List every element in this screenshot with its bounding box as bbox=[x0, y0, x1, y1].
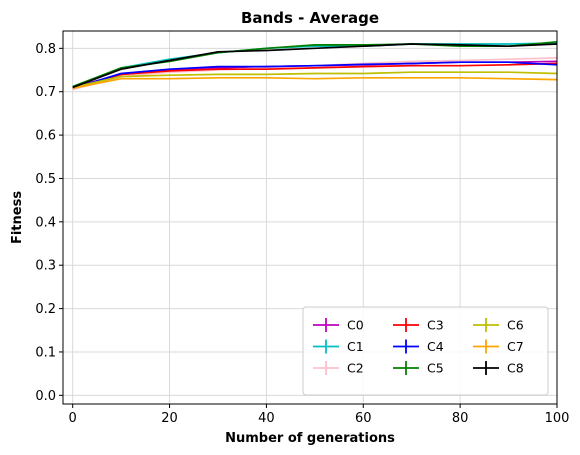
y-tick-label: 0.8 bbox=[35, 42, 56, 57]
y-tick-label: 0.6 bbox=[35, 129, 56, 144]
x-tick-label: 60 bbox=[355, 411, 372, 426]
x-tick-label: 0 bbox=[69, 411, 77, 426]
y-tick-label: 0.5 bbox=[35, 172, 56, 187]
legend-label: C7 bbox=[507, 339, 524, 354]
x-axis-label: Number of generations bbox=[225, 431, 395, 446]
legend-label: C2 bbox=[347, 361, 364, 376]
y-tick-label: 0.7 bbox=[35, 85, 56, 100]
legend-label: C3 bbox=[427, 318, 444, 333]
legend-label: C8 bbox=[507, 361, 524, 376]
legend: C0 C1 C2 C3 C4 C5 C6 C7 C8 bbox=[303, 307, 548, 395]
chart-title: Bands - Average bbox=[241, 9, 379, 27]
x-tick-label: 80 bbox=[452, 411, 469, 426]
y-tick-label: 0.4 bbox=[35, 215, 56, 230]
y-tick-label: 0.3 bbox=[35, 259, 56, 274]
y-axis-label: Fitness bbox=[10, 191, 25, 244]
legend-label: C4 bbox=[427, 339, 444, 354]
y-tick-label: 0.2 bbox=[35, 302, 56, 317]
x-tick-label: 100 bbox=[545, 411, 570, 426]
x-tick-label: 40 bbox=[258, 411, 275, 426]
legend-label: C0 bbox=[347, 318, 364, 333]
legend-label: C1 bbox=[347, 339, 364, 354]
y-tick-label: 0.0 bbox=[35, 389, 56, 404]
legend-label: C6 bbox=[507, 318, 524, 333]
x-tick-label: 20 bbox=[161, 411, 178, 426]
legend-label: C5 bbox=[427, 361, 444, 376]
y-tick-label: 0.1 bbox=[35, 345, 56, 360]
